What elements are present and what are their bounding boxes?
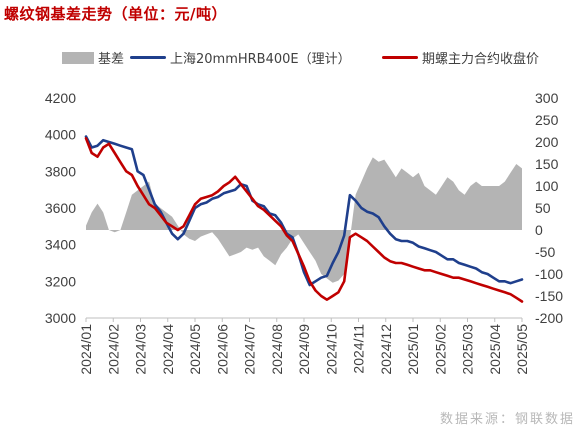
y-right-tick-label: -100 [535,266,563,282]
x-tick-label: 2024/06 [214,324,230,375]
source-note: 数据来源：钢联数据 [439,412,575,427]
legend-label-spot: 上海20mmHRB400E（理计） [170,52,351,67]
y-right-tick-label: 50 [535,200,551,216]
y-left-tick-label: 3400 [45,237,76,253]
y-right-tick-label: 0 [535,222,543,238]
x-tick-label: 2025/01 [405,324,421,375]
series-futures-line [84,137,524,303]
y-right-tick-label: -50 [535,244,555,260]
x-tick-label: 2025/03 [460,324,476,375]
y-left-tick-label: 4200 [45,90,76,106]
legend-label-futures: 期螺主力合约收盘价 [422,52,540,67]
x-tick-label: 2024/01 [78,324,94,375]
chart-title: 螺纹钢基差走势（单位：元/吨） [4,5,227,23]
x-tick-label: 2024/10 [323,324,339,375]
x-tick-label: 2024/07 [242,324,258,375]
x-tick-label: 2025/02 [432,324,448,375]
legend-item-spot: 上海20mmHRB400E（理计） [130,48,351,67]
y-left-tick-label: 4000 [45,127,76,143]
y-right-tick-label: 100 [535,178,559,194]
x-tick-label: 2025/04 [487,324,503,375]
x-tick-label: 2024/05 [187,324,203,375]
legend-label-basis: 基差 [98,52,125,67]
y-left-tick-label: 3200 [45,273,76,289]
legend-swatch-futures [382,56,418,59]
x-tick-label: 2024/11 [351,324,367,374]
x-tick-label: 2024/12 [378,324,394,375]
y-left-tick-label: 3000 [45,310,76,326]
x-tick-label: 2024/02 [105,324,121,375]
x-tick-label: 2024/03 [133,324,149,375]
y-right-tick-label: 150 [535,156,559,172]
legend-swatch-spot [130,56,166,59]
y-right-tick-label: 250 [535,112,559,128]
x-tick-label: 2024/04 [160,324,176,375]
y-right-tick-label: -200 [535,310,563,326]
x-tick-label: 2025/05 [514,324,530,375]
y-right-tick-label: 300 [535,90,559,106]
y-left-tick-label: 3600 [45,200,76,216]
x-tick-label: 2024/09 [296,324,312,375]
y-left-tick-label: 3800 [45,163,76,179]
legend-swatch-area [62,51,94,64]
y-right-tick-label: 200 [535,134,559,150]
x-tick-label: 2024/08 [269,324,285,375]
series-basis-area [86,157,522,283]
y-right-tick-label: -150 [535,288,563,304]
series-spot-line [84,135,524,287]
legend-item-basis: 基差 [62,48,124,67]
legend: 基差 上海20mmHRB400E（理计） 期螺主力合约收盘价 [0,48,585,67]
legend-item-futures: 期螺主力合约收盘价 [382,48,539,67]
